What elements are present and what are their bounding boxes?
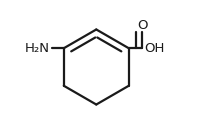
Text: OH: OH — [145, 42, 165, 55]
Text: H₂N: H₂N — [25, 42, 50, 55]
Text: O: O — [137, 19, 147, 32]
